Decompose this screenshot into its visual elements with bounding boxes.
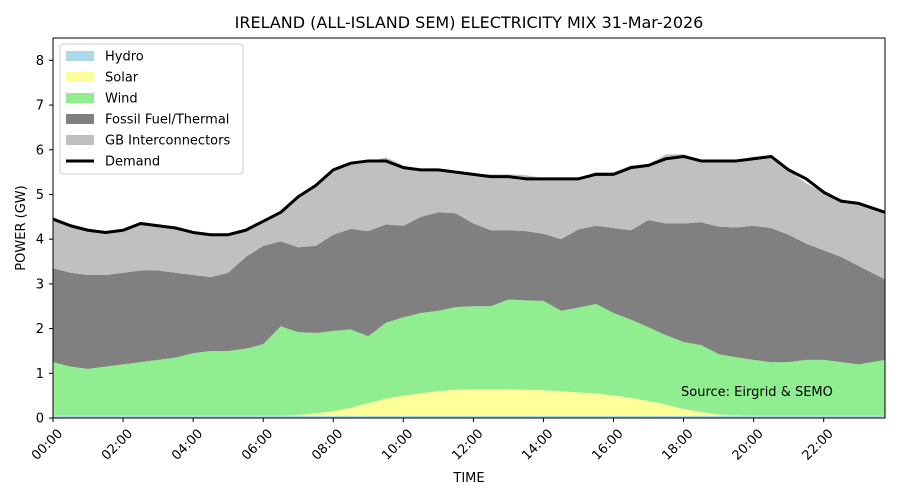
y-tick-label: 5 <box>36 188 44 203</box>
y-tick-label: 2 <box>36 322 44 337</box>
area-gb-interconnectors <box>53 154 885 280</box>
x-tick-label: 10:00 <box>379 426 416 463</box>
legend-label: Hydro <box>105 50 144 65</box>
legend: Hydro Solar Wind Fossil Fuel/Thermal GB Inte… <box>59 43 244 175</box>
x-tick-label: 08:00 <box>309 426 346 463</box>
x-tick-label: 06:00 <box>239 426 276 463</box>
legend-items: Hydro Solar Wind Fossil Fuel/Thermal GB Inte… <box>66 50 230 170</box>
legend-label: Demand <box>105 155 160 170</box>
area-layer <box>53 154 885 418</box>
y-tick-label: 3 <box>36 277 44 292</box>
area-fossil-fuel-thermal <box>53 212 885 369</box>
y-tick-label: 7 <box>36 99 44 114</box>
x-axis: 00:00 02:00 04:00 06:00 08:00 10:00 12:00 14:00… <box>29 418 837 464</box>
y-axis-label: POWER (GW) <box>14 185 29 270</box>
line-demand <box>52 154 886 237</box>
legend-label: GB Interconnectors <box>105 134 230 149</box>
legend-swatch <box>66 93 94 103</box>
y-axis: 0 1 2 3 4 5 6 7 8 <box>36 54 53 427</box>
legend-label: Fossil Fuel/Thermal <box>105 113 229 128</box>
legend-box <box>59 43 244 175</box>
legend-swatch <box>66 114 94 124</box>
x-tick-label: 14:00 <box>519 426 556 463</box>
legend-label: Wind <box>105 92 138 107</box>
x-tick-label: 12:00 <box>449 426 486 463</box>
legend-swatch <box>66 51 94 61</box>
chart-title: IRELAND (ALL-ISLAND SEM) ELECTRICITY MIX… <box>235 13 704 32</box>
area-solar <box>53 388 885 416</box>
plot-frame <box>52 37 886 419</box>
y-tick-label: 8 <box>36 54 44 69</box>
x-tick-label: 00:00 <box>29 426 66 463</box>
line-layer <box>52 154 886 237</box>
area-wind <box>53 299 885 416</box>
x-tick-label: 16:00 <box>589 426 626 463</box>
legend-label: Solar <box>105 71 139 86</box>
x-tick-label: 22:00 <box>800 426 837 463</box>
x-tick-label: 20:00 <box>730 426 767 463</box>
x-axis-label: TIME <box>452 471 484 486</box>
y-tick-label: 1 <box>36 367 44 382</box>
y-tick-label: 0 <box>36 412 44 427</box>
y-tick-label: 6 <box>36 143 44 158</box>
x-tick-label: 04:00 <box>169 426 206 463</box>
x-tick-label: 02:00 <box>99 426 136 463</box>
legend-swatch <box>66 72 94 82</box>
legend-swatch <box>66 135 94 145</box>
area-hydro <box>53 415 885 418</box>
x-tick-label: 18:00 <box>660 426 697 463</box>
y-tick-label: 4 <box>36 233 44 248</box>
source-annotation: Source: Eirgrid & SEMO <box>681 385 833 400</box>
